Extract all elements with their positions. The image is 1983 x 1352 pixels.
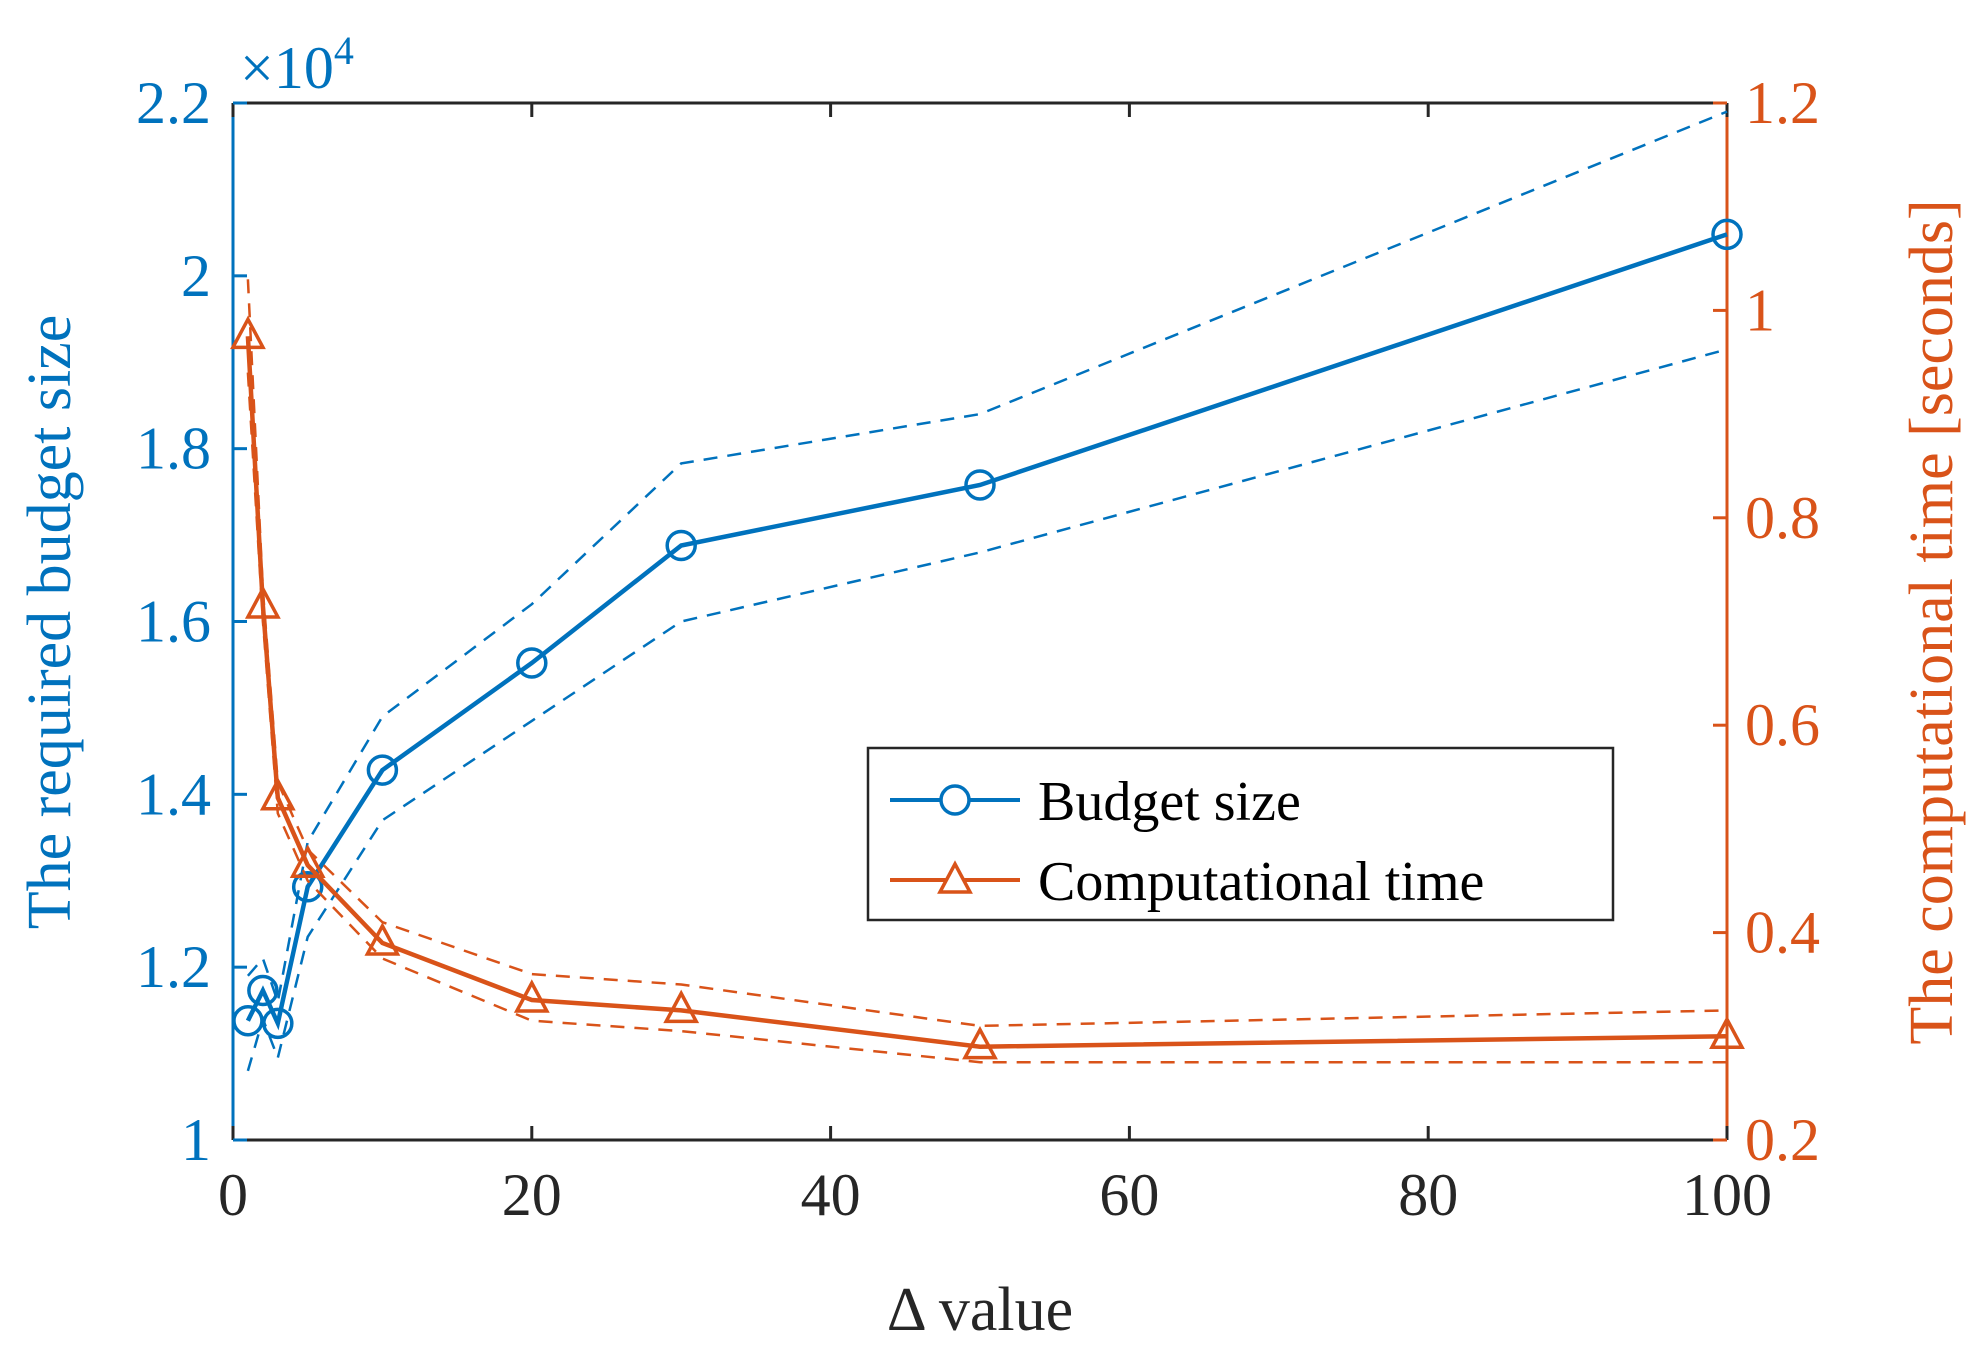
right-tick-label: 0.2 xyxy=(1745,1107,1820,1173)
computational-time-series-line xyxy=(245,336,1728,1049)
legend-label-time: Computational time xyxy=(1038,851,1484,913)
budget-size-point xyxy=(964,469,996,501)
computational-time-point xyxy=(962,1025,998,1060)
x-tick-label: 100 xyxy=(1682,1162,1772,1228)
computational-time-point xyxy=(663,989,700,1024)
x-axis-title: Δ value xyxy=(887,1276,1073,1344)
left-tick-label: 1.6 xyxy=(136,589,211,655)
budget-size-point xyxy=(366,754,399,786)
legend: Budget size Computational time xyxy=(866,746,1615,922)
budget-size-point xyxy=(232,1004,264,1037)
budget-size-series-line xyxy=(245,232,1728,1031)
x-tick-label: 20 xyxy=(502,1162,562,1228)
left-tick-label: 1 xyxy=(181,1107,211,1173)
budget-size-point xyxy=(291,871,324,903)
right-tick-label: 0.8 xyxy=(1745,485,1820,551)
left-tick-label: 2 xyxy=(181,243,211,309)
x-tick-label: 0 xyxy=(218,1162,248,1228)
legend-marker-budget xyxy=(939,784,971,816)
computational-time-point xyxy=(230,315,266,350)
computational-time-point xyxy=(364,922,401,956)
right-axis-title: The computational time [seconds] xyxy=(1898,199,1966,1044)
right-tick-label: 0.6 xyxy=(1745,692,1820,758)
budget-size-lower-bound-line xyxy=(246,348,1728,1072)
computational-time-point xyxy=(1709,1015,1745,1050)
right-tick-label: 1.2 xyxy=(1745,70,1820,136)
budget-size-point xyxy=(516,647,548,679)
x-tick-label: 80 xyxy=(1398,1162,1458,1228)
left-axis-exponent: ×104 xyxy=(240,28,354,101)
budget-size-point xyxy=(665,529,697,562)
budget-size-point xyxy=(1711,218,1743,251)
right-axis-ticks: 0.2 0.4 0.6 0.8 1 1.2 xyxy=(1713,70,1820,1173)
right-tick-label: 0.4 xyxy=(1745,900,1820,966)
budget-size-point xyxy=(247,974,279,1007)
left-tick-label: 1.4 xyxy=(136,761,211,827)
computational-time-upper-bound-line xyxy=(246,279,1728,1028)
right-tick-label: 1 xyxy=(1745,277,1775,343)
legend-box xyxy=(866,746,1615,922)
left-tick-label: 1.2 xyxy=(136,934,211,1000)
legend-label-budget: Budget size xyxy=(1038,771,1301,833)
left-axis-ticks: 1 1.2 1.4 1.6 1.8 2 2.2 xyxy=(136,70,247,1173)
x-tick-label: 60 xyxy=(1099,1162,1159,1228)
left-axis-title: The required budget size xyxy=(16,315,84,930)
budget-size-upper-bound-line xyxy=(246,110,1728,1007)
series-layer xyxy=(230,110,1745,1072)
computational-time-point xyxy=(513,979,550,1013)
computational-time-point xyxy=(289,844,326,878)
computational-time-point xyxy=(244,585,281,619)
left-tick-label: 2.2 xyxy=(136,70,211,136)
legend-marker-time xyxy=(937,860,973,894)
budget-size-point xyxy=(262,1007,294,1040)
left-tick-label: 1.8 xyxy=(136,416,211,482)
computational-time-point xyxy=(259,777,296,811)
x-tick-label: 40 xyxy=(801,1162,861,1228)
x-axis-ticks: 0 20 40 60 80 100 xyxy=(218,103,1772,1228)
